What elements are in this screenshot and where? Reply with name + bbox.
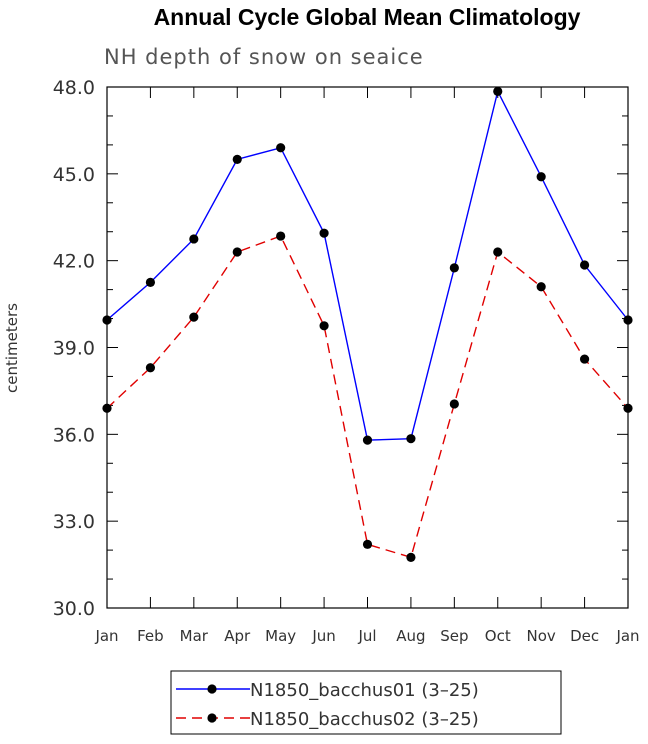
- x-tick-label: Apr: [224, 627, 251, 645]
- series-2: [102, 231, 633, 562]
- y-tick-label: 30.0: [53, 598, 95, 620]
- x-tick-label: Oct: [485, 627, 511, 645]
- x-tick-label: Sep: [440, 627, 468, 645]
- series-1: [102, 86, 633, 445]
- series-line: [106, 235, 629, 559]
- series-line: [106, 89, 629, 441]
- data-point: [319, 321, 329, 331]
- data-point: [276, 231, 286, 241]
- y-tick-label: 48.0: [53, 77, 95, 99]
- x-tick-label: Jan: [94, 627, 118, 645]
- legend-entry: N1850_bacchus02 (3–25): [176, 709, 479, 730]
- data-point: [406, 434, 416, 444]
- data-point: [189, 234, 199, 244]
- plot-frame: [106, 86, 629, 609]
- data-point: [189, 312, 199, 322]
- data-point: [362, 435, 373, 445]
- data-point: [579, 260, 590, 270]
- y-tick-label: 39.0: [53, 338, 95, 360]
- data-point: [406, 552, 416, 562]
- data-point: [449, 263, 459, 273]
- data-point: [362, 539, 373, 549]
- y-tick-label: 33.0: [53, 511, 95, 533]
- data-point: [493, 86, 503, 96]
- data-point: [536, 282, 546, 292]
- data-point: [493, 247, 503, 257]
- chart-subtitle: NH depth of snow on seaice: [104, 45, 424, 69]
- data-point: [449, 399, 459, 409]
- chart-title: Annual Cycle Global Mean Climatology: [154, 4, 581, 30]
- y-tick-label: 42.0: [53, 251, 95, 273]
- x-tick-label: Jul: [357, 627, 376, 645]
- data-point: [145, 363, 156, 373]
- x-tick-label: Mar: [180, 627, 209, 645]
- legend-marker: [207, 713, 217, 723]
- legend-box: [170, 670, 562, 735]
- data-point: [536, 172, 546, 182]
- y-tick-label: 36.0: [53, 424, 95, 446]
- data-point: [623, 315, 633, 325]
- data-point: [579, 354, 590, 364]
- axis-ticks: [106, 86, 629, 609]
- data-point: [102, 403, 112, 413]
- x-tick-label: May: [265, 627, 296, 645]
- y-tick-labels: 30.0 33.0 36.0 39.0 42.0 45.0 48.0: [53, 77, 95, 620]
- legend: N1850_bacchus01 (3–25) N1850_bacchus02 (3…: [176, 680, 479, 730]
- legend-marker: [207, 684, 217, 694]
- x-tick-label: Feb: [137, 627, 164, 645]
- data-point: [232, 247, 242, 257]
- x-tick-label: Aug: [396, 627, 425, 645]
- x-tick-label: Jun: [311, 627, 335, 645]
- series-layer: [102, 86, 633, 562]
- x-tick-label: Nov: [527, 627, 556, 645]
- data-point: [623, 403, 633, 413]
- legend-label: N1850_bacchus02 (3–25): [250, 709, 479, 730]
- x-tick-label: Dec: [570, 627, 599, 645]
- data-point: [145, 277, 156, 287]
- x-tick-labels: Jan Feb Mar Apr May Jun Jul Aug Sep Oct Nov Dec Jan: [94, 627, 639, 645]
- legend-label: N1850_bacchus01 (3–25): [250, 680, 479, 701]
- x-tick-label: Jan: [615, 627, 639, 645]
- data-point: [276, 143, 286, 153]
- y-axis-label: centimeters: [3, 303, 21, 393]
- data-point: [102, 315, 112, 325]
- data-point: [232, 154, 242, 164]
- data-point: [319, 228, 329, 238]
- y-tick-label: 45.0: [53, 164, 95, 186]
- legend-entry: N1850_bacchus01 (3–25): [176, 680, 479, 701]
